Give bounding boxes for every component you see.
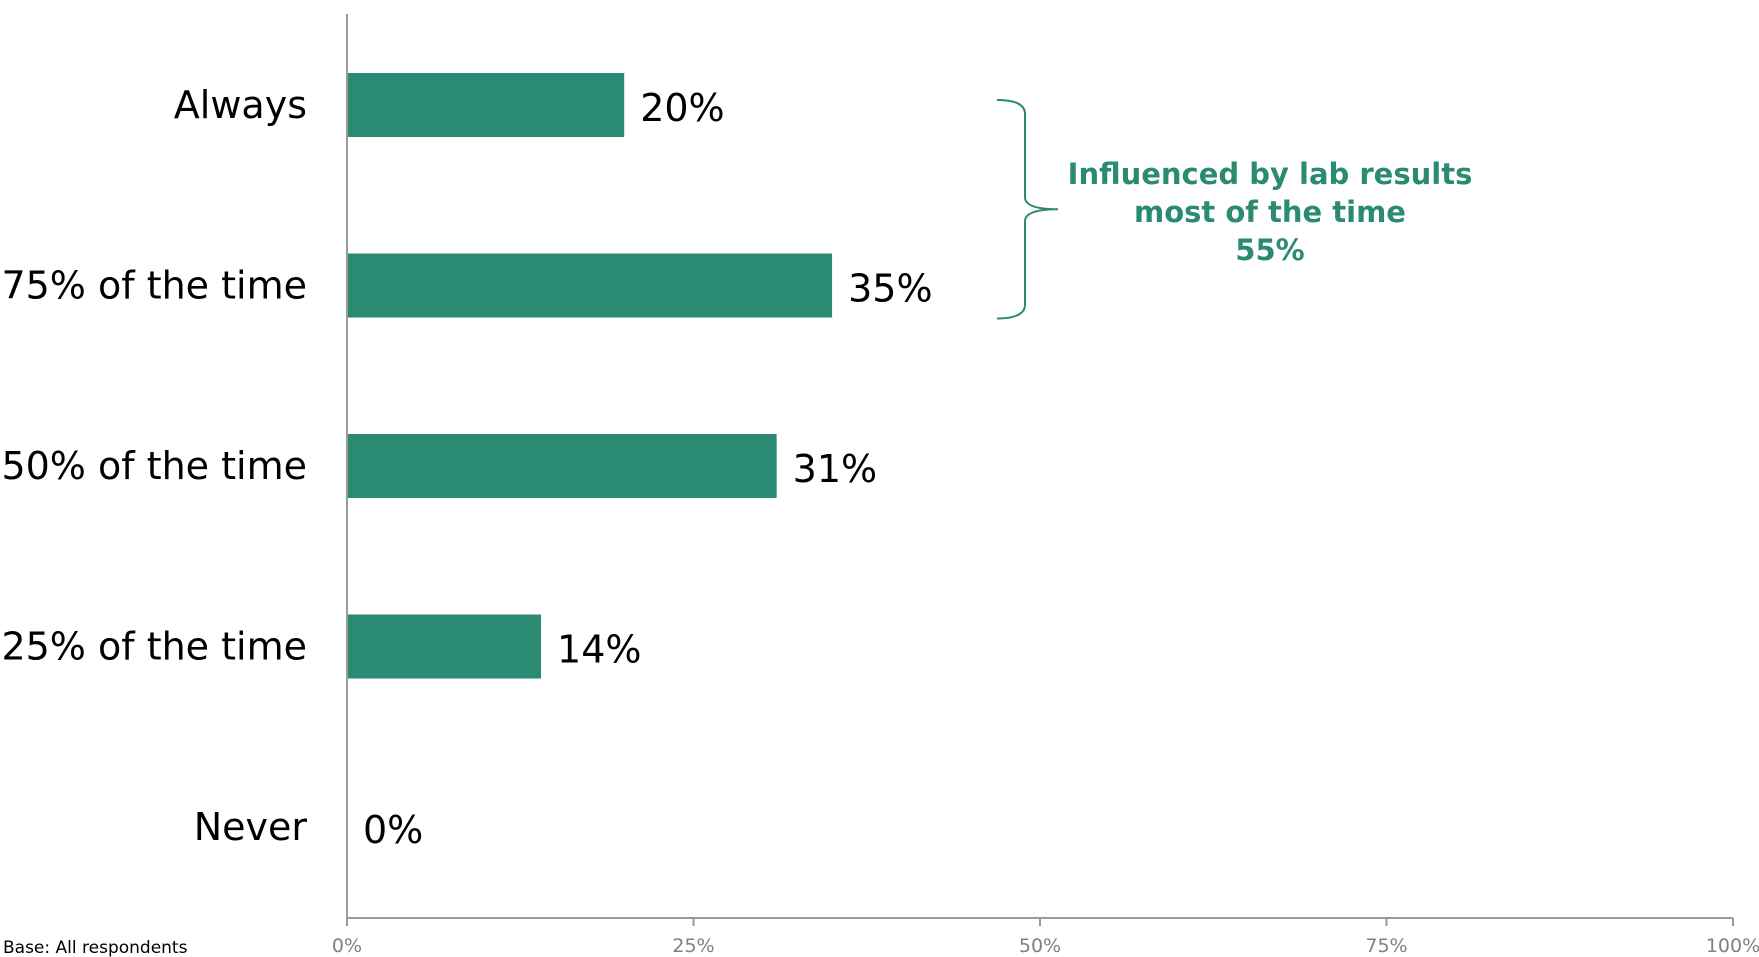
category-label: Never (194, 805, 308, 849)
value-label: 0% (363, 808, 423, 852)
x-axis-ticks: 0% 25% 50% 75% 100% (332, 918, 1759, 957)
category-labels: Always ~75% of the time ~50% of the time ~2… (0, 83, 307, 849)
x-tick-label: 25% (672, 935, 714, 957)
bar-75-of-the-time (347, 253, 833, 318)
x-tick-label: 100% (1706, 935, 1759, 957)
x-tick-label: 75% (1365, 935, 1407, 957)
category-label: ~75% of the time (0, 264, 307, 308)
x-tick-label: 50% (1019, 935, 1061, 957)
bar-always (347, 73, 625, 137)
annotation-bracket (996, 99, 1059, 320)
category-label: Always (174, 83, 307, 127)
x-tick-label: 0% (332, 935, 362, 957)
category-label: ~50% of the time (0, 444, 307, 488)
category-label: ~25% of the time (0, 625, 307, 669)
footnote: Base: All respondents (3, 938, 188, 957)
value-label: 20% (640, 86, 724, 130)
value-label: 31% (793, 447, 877, 491)
bars-layer (347, 73, 833, 679)
annotation: Influenced by lab results most of the ti… (996, 99, 1473, 320)
annotation-line-1: Influenced by lab results (1068, 157, 1473, 191)
bar-50-of-the-time (347, 434, 777, 498)
annotation-line-3: 55% (1235, 233, 1304, 267)
value-label: 35% (848, 267, 932, 311)
value-label: 14% (557, 628, 641, 672)
bar-25-of-the-time (347, 614, 542, 679)
annotation-line-2: most of the time (1134, 195, 1406, 229)
value-labels: 20% 35% 31% 14% 0% (363, 86, 933, 852)
